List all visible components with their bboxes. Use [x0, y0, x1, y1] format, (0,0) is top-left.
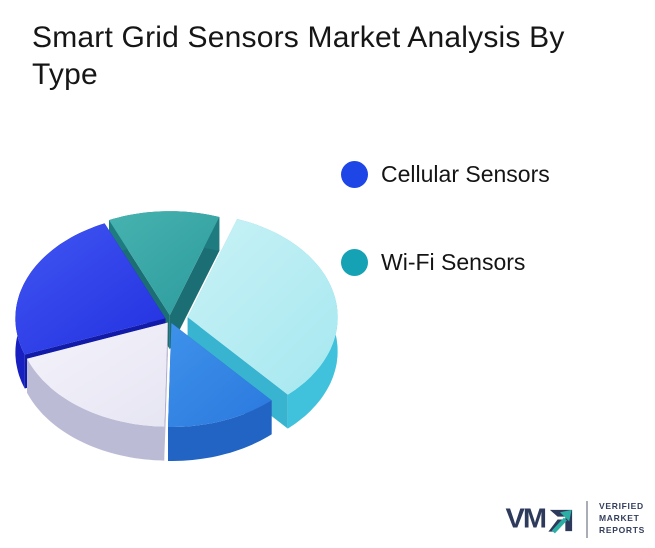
logo-tagline-line: REPORTS — [599, 524, 645, 535]
logo-tagline-line: VERIFIED — [599, 501, 644, 512]
pie-chart — [0, 190, 350, 490]
logo-tagline-line: MARKET — [599, 513, 640, 524]
logo-divider — [586, 500, 588, 538]
legend-swatch-blue — [341, 161, 368, 188]
legend-label: Wi-Fi Sensors — [381, 249, 526, 275]
legend-label: Cellular Sensors — [381, 161, 550, 187]
logo-tagline: VERIFIED MARKET REPORTS — [599, 501, 645, 537]
page-title: Smart Grid Sensors Market Analysis By Ty… — [32, 21, 565, 91]
legend-swatch-teal — [341, 249, 368, 276]
vmr-wordmark-text: VM — [505, 503, 547, 534]
vmr-r-arrow-icon — [548, 509, 573, 533]
legend-item-cellular-sensors: Cellular Sensors — [341, 161, 550, 188]
legend-item-wifi-sensors: Wi-Fi Sensors — [341, 249, 525, 276]
vmr-logo: VM VERIFIED MARKET REPORTS — [506, 494, 646, 544]
pie-chart-svg — [15, 211, 338, 461]
vmr-wordmark: VM — [506, 505, 576, 534]
